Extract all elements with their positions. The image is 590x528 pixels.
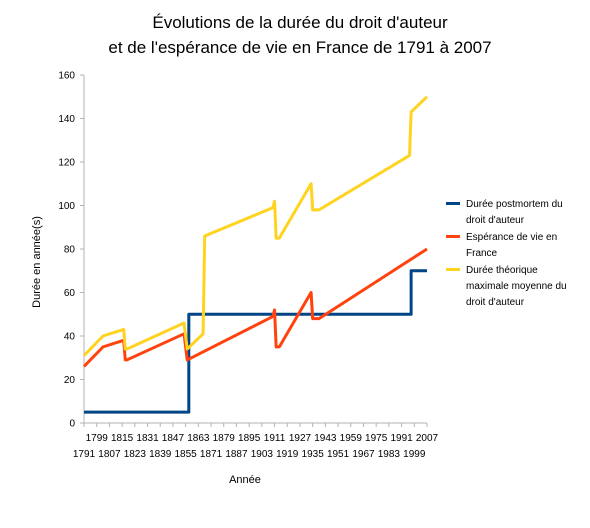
- x-tick-label: 1959: [340, 433, 363, 444]
- x-tick-label: 1855: [175, 449, 198, 460]
- x-tick-label: 1887: [225, 449, 248, 460]
- chart-title: Évolutions de la durée du droit d'auteur…: [108, 13, 491, 57]
- y-tick-label: 160: [58, 71, 75, 82]
- x-tick-label: 1823: [124, 449, 147, 460]
- x-tick-label: 1807: [98, 449, 121, 460]
- x-tick-label: 1983: [378, 449, 401, 460]
- series-lines: [82, 95, 429, 414]
- y-tick-label: 60: [64, 288, 76, 299]
- legend: Durée postmortem du droit d'auteur Espéran…: [446, 199, 567, 308]
- x-tick-label: 1879: [213, 433, 236, 444]
- x-tick-label: 1999: [403, 449, 426, 460]
- y-tick-label: 140: [58, 114, 75, 125]
- x-tick-label: 1943: [314, 433, 337, 444]
- x-tick-label: 1799: [86, 433, 109, 444]
- x-tick-label: 1895: [238, 433, 261, 444]
- x-tick-label: 2007: [416, 433, 439, 444]
- x-tick-label: 1847: [162, 433, 185, 444]
- x-tick-label: 1967: [352, 449, 375, 460]
- series-line-3: [82, 95, 429, 357]
- x-tick-label: 1831: [136, 433, 159, 444]
- x-tick-label: 1815: [111, 433, 134, 444]
- legend-label-1: Durée postmortem du droit d'auteur: [466, 199, 563, 226]
- x-tick-label: 1839: [149, 449, 172, 460]
- y-tick-label: 0: [69, 419, 75, 430]
- x-tick-label: 1863: [187, 433, 210, 444]
- y-tick-label: 20: [64, 375, 76, 386]
- series-line-1: [84, 269, 427, 414]
- chart-title-line-2: et de l'espérance de vie en France de 17…: [108, 38, 491, 57]
- x-axis-title: Année: [229, 474, 261, 486]
- x-tick-label: 1911: [264, 433, 286, 444]
- x-tick-label: 1935: [302, 449, 325, 460]
- legend-label-2: Espérance de vie en France: [466, 232, 557, 259]
- x-tick-label: 1975: [365, 433, 388, 444]
- x-tick-label: 1919: [276, 449, 299, 460]
- x-tick-label: 1991: [390, 433, 413, 444]
- x-tick-label: 1927: [289, 433, 312, 444]
- x-tick-label: 1791: [73, 449, 96, 460]
- y-tick-label: 120: [58, 158, 75, 169]
- legend-label-3: Durée théorique maximale moyenne du droit …: [466, 265, 567, 308]
- y-tick-label: 100: [58, 201, 75, 212]
- series-line-2: [82, 247, 428, 368]
- y-tick-label: 40: [64, 332, 76, 343]
- y-axis-title: Durée en année(s): [31, 216, 43, 308]
- x-tick-label: 1903: [251, 449, 274, 460]
- chart-title-line-1: Évolutions de la durée du droit d'auteur: [152, 13, 448, 32]
- x-tick-label: 1951: [327, 449, 350, 460]
- axes: [83, 75, 427, 424]
- x-axis-ticks: 1799 1815 1831 1847 1863 1879 1895 1911 1927 1943…: [73, 423, 439, 460]
- y-axis-ticks: 0 20 40 60 80 100 120 140 160: [58, 71, 84, 430]
- x-tick-label: 1871: [200, 449, 223, 460]
- y-tick-label: 80: [64, 245, 76, 256]
